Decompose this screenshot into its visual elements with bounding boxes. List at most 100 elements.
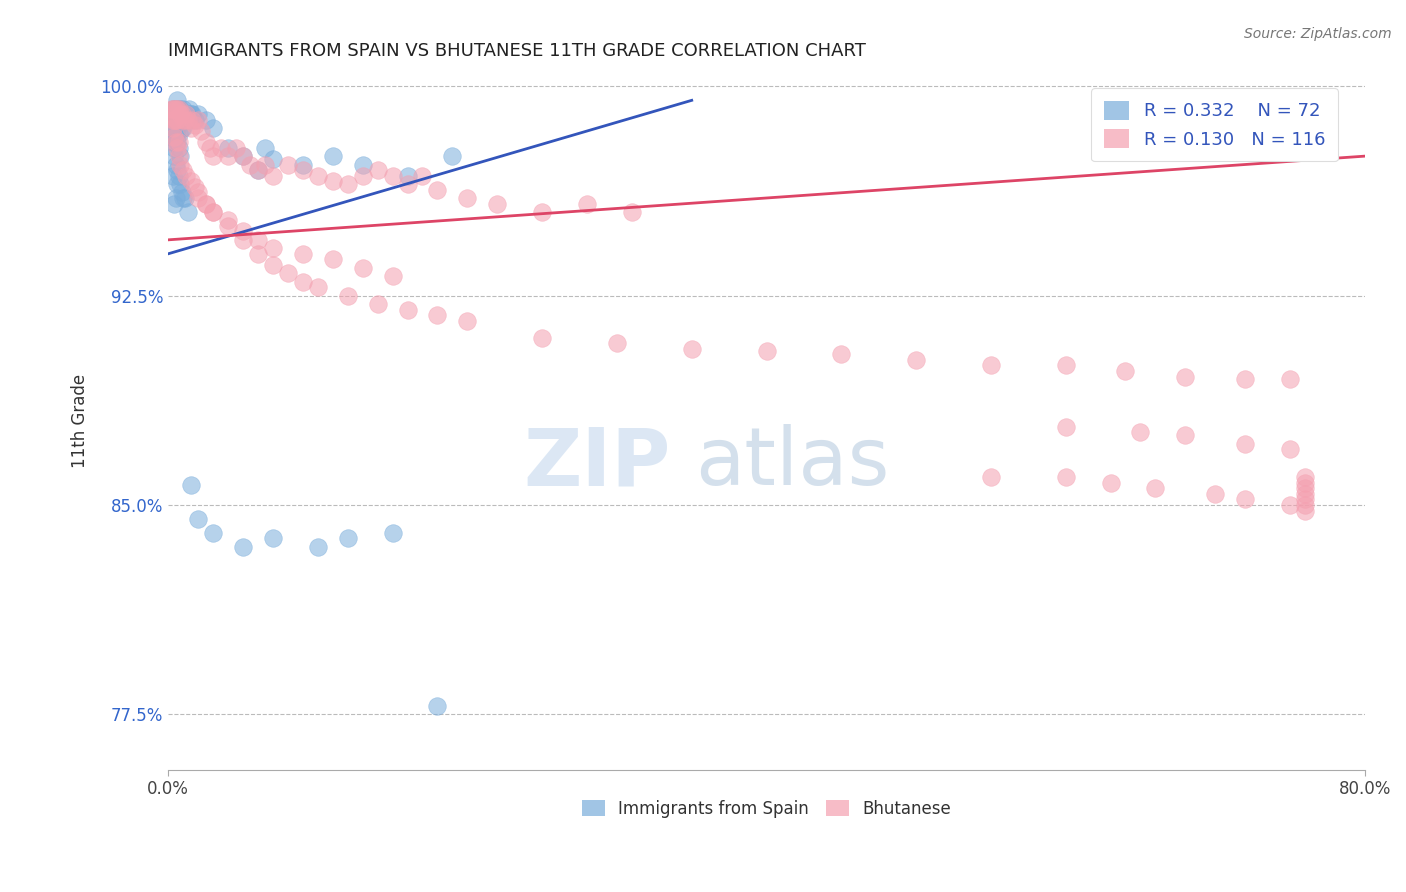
Point: [165, 129, 187, 144]
Point: [194, 196, 217, 211]
Point: [606, 336, 628, 351]
Point: [239, 157, 262, 171]
Point: [160, 107, 183, 121]
Point: [277, 266, 299, 280]
Point: [163, 196, 186, 211]
Point: [1174, 428, 1197, 442]
Point: [176, 112, 198, 127]
Point: [254, 157, 277, 171]
Point: [456, 191, 478, 205]
Point: [172, 102, 194, 116]
Point: [262, 258, 284, 272]
Point: [166, 107, 188, 121]
Point: [162, 121, 184, 136]
Point: [180, 174, 202, 188]
Point: [167, 102, 190, 116]
Point: [184, 112, 207, 127]
Point: [172, 191, 194, 205]
Text: Source: ZipAtlas.com: Source: ZipAtlas.com: [1244, 27, 1392, 41]
Point: [187, 512, 209, 526]
Point: [576, 196, 599, 211]
Point: [262, 532, 284, 546]
Point: [167, 112, 190, 127]
Point: [1174, 369, 1197, 384]
Point: [456, 314, 478, 328]
Point: [170, 186, 193, 200]
Point: [167, 149, 190, 163]
Point: [167, 102, 190, 116]
Point: [396, 302, 419, 317]
Point: [169, 112, 191, 127]
Point: [172, 163, 194, 178]
Point: [1234, 492, 1257, 507]
Point: [1294, 481, 1316, 495]
Point: [166, 163, 188, 178]
Point: [162, 102, 184, 116]
Point: [1294, 503, 1316, 517]
Point: [184, 119, 207, 133]
Legend: Immigrants from Spain, Bhutanese: Immigrants from Spain, Bhutanese: [575, 793, 957, 824]
Point: [411, 169, 433, 183]
Point: [336, 177, 359, 191]
Point: [172, 112, 194, 127]
Point: [232, 149, 254, 163]
Point: [1129, 425, 1152, 440]
Point: [367, 297, 389, 311]
Point: [202, 205, 225, 219]
Point: [187, 186, 209, 200]
Point: [160, 102, 183, 116]
Point: [381, 525, 404, 540]
Point: [1234, 436, 1257, 450]
Point: [163, 149, 186, 163]
Point: [322, 149, 344, 163]
Point: [173, 112, 195, 127]
Point: [172, 121, 194, 136]
Point: [165, 127, 187, 141]
Point: [531, 205, 554, 219]
Point: [176, 107, 198, 121]
Point: [246, 247, 269, 261]
Point: [202, 205, 225, 219]
Point: [202, 149, 225, 163]
Point: [198, 141, 221, 155]
Text: ZIP: ZIP: [523, 424, 671, 502]
Point: [162, 112, 184, 127]
Point: [162, 112, 184, 127]
Point: [174, 169, 197, 183]
Point: [1234, 372, 1257, 386]
Point: [307, 540, 329, 554]
Point: [184, 179, 207, 194]
Point: [165, 112, 187, 127]
Point: [980, 359, 1002, 373]
Point: [291, 247, 314, 261]
Point: [169, 157, 191, 171]
Point: [246, 163, 269, 178]
Point: [174, 107, 197, 121]
Point: [246, 163, 269, 178]
Point: [173, 191, 195, 205]
Point: [163, 112, 186, 127]
Point: [172, 112, 194, 127]
Point: [167, 169, 190, 183]
Point: [180, 107, 202, 121]
Point: [426, 308, 449, 322]
Point: [187, 112, 209, 127]
Point: [1054, 470, 1077, 484]
Point: [1204, 487, 1226, 501]
Point: [165, 191, 187, 205]
Point: [176, 205, 198, 219]
Point: [217, 219, 239, 233]
Point: [307, 280, 329, 294]
Point: [209, 141, 232, 155]
Point: [980, 470, 1002, 484]
Point: [160, 121, 183, 136]
Point: [167, 127, 190, 141]
Point: [1294, 487, 1316, 501]
Point: [187, 107, 209, 121]
Point: [322, 252, 344, 267]
Point: [165, 102, 187, 116]
Point: [1294, 475, 1316, 490]
Point: [162, 135, 184, 149]
Point: [165, 157, 187, 171]
Point: [179, 102, 201, 116]
